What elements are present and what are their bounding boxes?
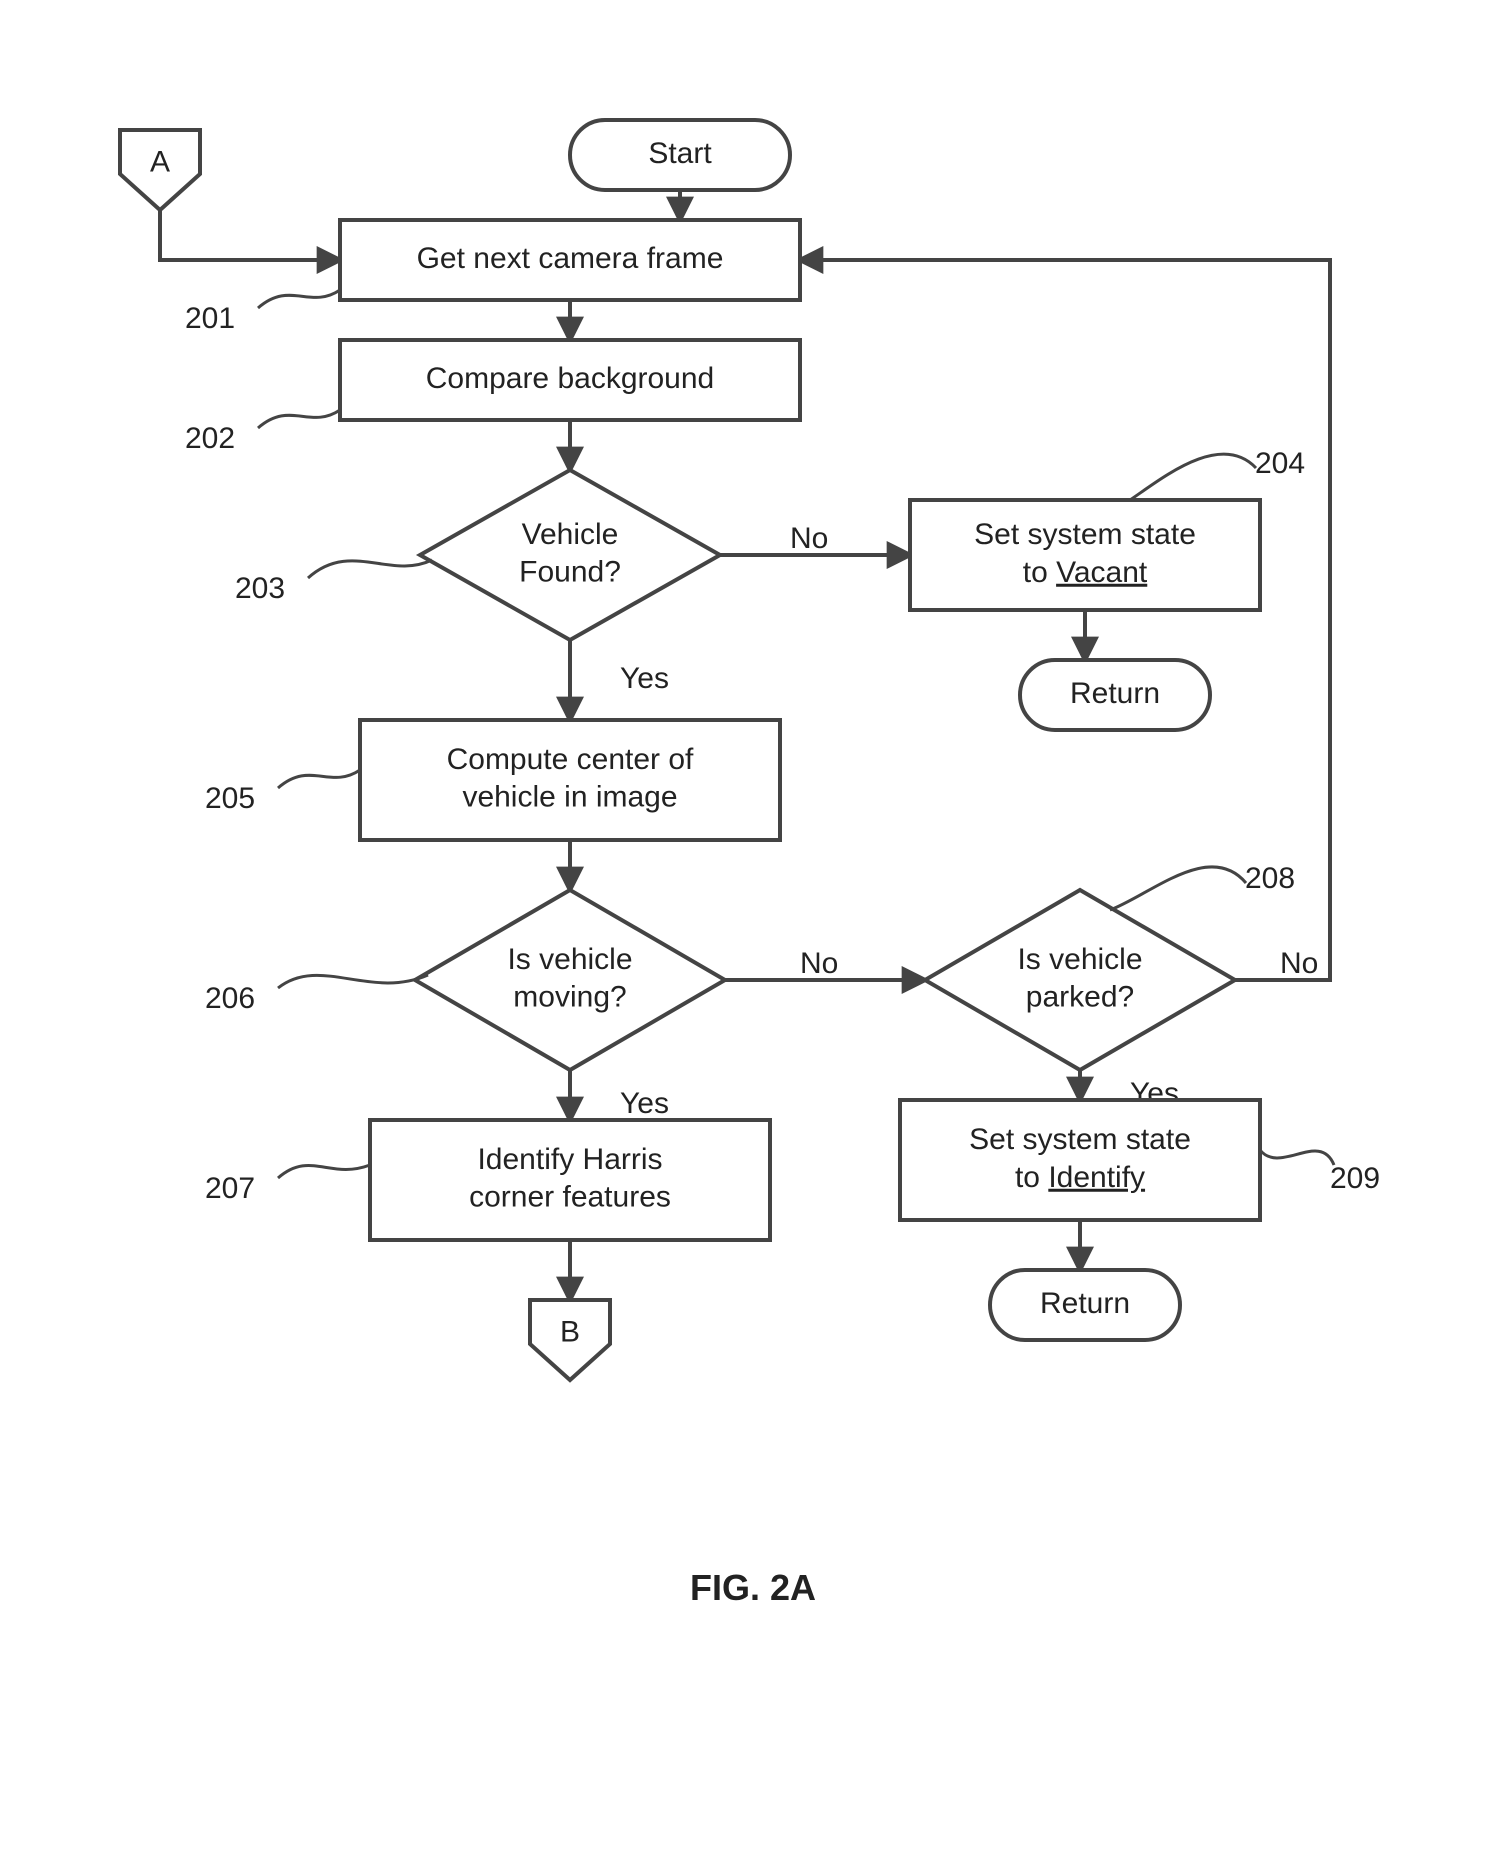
- edge-label-yes: Yes: [620, 1087, 669, 1120]
- node-n202: Compare background: [340, 340, 800, 420]
- edge-label-no: No: [800, 947, 838, 980]
- svg-text:corner features: corner features: [469, 1181, 671, 1214]
- callout-ref-201: 201: [185, 302, 235, 335]
- callout-ref-207: 207: [205, 1172, 255, 1205]
- edge-label-no: No: [1280, 947, 1318, 980]
- node-start: Start: [570, 120, 790, 190]
- svg-text:A: A: [150, 146, 170, 179]
- callout-ref-202: 202: [185, 422, 235, 455]
- svg-text:to Identify: to Identify: [1015, 1161, 1145, 1194]
- node-n204: Set system state to Vacant: [910, 500, 1260, 610]
- figure-caption: FIG. 2A: [690, 1567, 816, 1608]
- svg-text:Is vehicle: Is vehicle: [1017, 943, 1142, 976]
- svg-text:Identify Harris: Identify Harris: [477, 1143, 662, 1176]
- svg-text:Start: Start: [648, 137, 712, 170]
- svg-text:Is vehicle: Is vehicle: [507, 943, 632, 976]
- svg-text:vehicle in image: vehicle in image: [462, 781, 677, 814]
- node-ret1: Return: [1020, 660, 1210, 730]
- edge-label-no: No: [790, 522, 828, 555]
- callout-ref-208: 208: [1245, 862, 1295, 895]
- node-ret2: Return: [990, 1270, 1180, 1340]
- node-n205: Compute center of vehicle in image: [360, 720, 780, 840]
- svg-text:Get next camera frame: Get next camera frame: [417, 242, 724, 275]
- edge-label-yes: Yes: [620, 662, 669, 695]
- node-n207: Identify Harris corner features: [370, 1120, 770, 1240]
- node-n209: Set system state to Identify: [900, 1100, 1260, 1220]
- svg-text:Return: Return: [1040, 1287, 1130, 1320]
- callout-ref-206: 206: [205, 982, 255, 1015]
- svg-text:Compute center of: Compute center of: [447, 743, 694, 776]
- svg-text:parked?: parked?: [1026, 981, 1134, 1014]
- svg-text:Compare background: Compare background: [426, 362, 715, 395]
- svg-text:Found?: Found?: [519, 556, 621, 589]
- svg-text:to Vacant: to Vacant: [1023, 556, 1148, 589]
- callout-ref-209: 209: [1330, 1162, 1380, 1195]
- callout-ref-205: 205: [205, 782, 255, 815]
- callout-ref-204: 204: [1255, 447, 1305, 480]
- callout-ref-203: 203: [235, 572, 285, 605]
- svg-text:Return: Return: [1070, 677, 1160, 710]
- svg-text:Set system state: Set system state: [974, 518, 1196, 551]
- svg-text:moving?: moving?: [513, 981, 626, 1014]
- svg-text:Set system state: Set system state: [969, 1123, 1191, 1156]
- svg-text:Vehicle: Vehicle: [522, 518, 619, 551]
- svg-text:B: B: [560, 1316, 580, 1349]
- node-n201: Get next camera frame: [340, 220, 800, 300]
